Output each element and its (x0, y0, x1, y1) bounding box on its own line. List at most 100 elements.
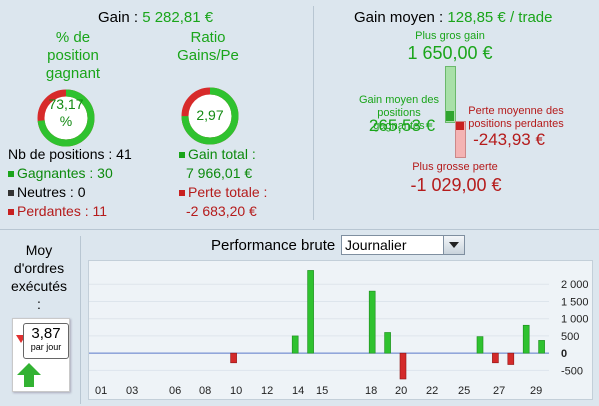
winning-count: Gagnantes : 30 (8, 164, 132, 183)
pct-winning-value: 73,17 % (35, 96, 97, 130)
avg-orders-title: Moy d'ordres exécutés : (2, 241, 76, 313)
y-tick-label: 2 000 (561, 279, 589, 291)
avg-loss-positions-value: -243,93 € (473, 130, 545, 149)
chart-bar (538, 340, 545, 354)
ratio-title-line2: Gains/Pe (177, 47, 239, 64)
max-loss-label: Plus grosse perte (412, 161, 498, 173)
orders-title-line3: exécutés (10, 278, 68, 294)
avg-win-positions-value: 265,53 € (368, 116, 436, 135)
orders-title-line4: : (37, 296, 41, 312)
section-separator (0, 229, 599, 230)
orders-card: 3,87 par jour (12, 318, 70, 392)
chart-bar (384, 332, 391, 354)
perte-totale-label: Perte totale : (179, 183, 267, 202)
y-tick-label: -500 (561, 365, 583, 377)
green-square-icon (179, 152, 185, 159)
chart-bar (522, 324, 530, 354)
bottom-separator (80, 236, 81, 404)
avg-loss-line2: positions perdantes (468, 118, 564, 130)
x-tick-label: 27 (493, 385, 505, 397)
avg-win-positions-label: Gain moyen des positions gagnantes (356, 94, 442, 133)
avg-loss-positions-label: Perte moyenne des positions perdantes (466, 105, 566, 131)
y-tick-label: 1 000 (561, 314, 589, 326)
gain-total-label-text: Gain total : (188, 146, 256, 162)
chart-bar (476, 336, 484, 354)
max-gain-value: 1 650,00 € (407, 43, 493, 63)
orders-unit: par jour (30, 342, 62, 352)
chart-bar (368, 290, 376, 354)
avg-loss-marker (456, 122, 464, 130)
nb-positions: Nb de positions : 41 (8, 146, 132, 162)
x-tick-label: 20 (395, 385, 407, 397)
neutral-count-text: Neutres : 0 (17, 184, 86, 200)
x-tick-label: 08 (199, 385, 211, 397)
y-tick-label: 500 (561, 331, 579, 343)
gain-summary: Gain : 5 282,81 € (98, 9, 213, 26)
positions-stats: Nb de positions : 41 Gagnantes : 30 Neut… (8, 145, 132, 221)
gain-total-label: Gain total : (179, 145, 267, 164)
avg-gain-label: Gain moyen : (354, 9, 444, 26)
x-tick-label: 29 (530, 385, 542, 397)
gain-value: 5 282,81 € (142, 9, 214, 26)
x-tick-label: 25 (458, 385, 470, 397)
avg-loss-line1: Perte moyenne des (468, 105, 564, 117)
gain-label: Gain : (98, 9, 139, 26)
orders-value: 3,87 (31, 325, 61, 342)
ratio-ring-win (181, 87, 239, 145)
max-gain-label: Plus gros gain (415, 30, 485, 42)
orders-title-line1: Moy (25, 242, 53, 258)
chart-bar (399, 352, 407, 380)
chart-bar (230, 352, 237, 364)
perte-totale-value: -2 683,20 € (186, 203, 257, 219)
x-tick-label: 18 (365, 385, 377, 397)
dropdown-arrow-icon[interactable] (443, 236, 464, 254)
y-tick-label: 0 (561, 348, 567, 360)
chart-panel: 01 03 06 08 10 12 14 15 18 20 22 25 27 29 2 000 1 500 1… (88, 260, 593, 400)
black-square-icon (8, 190, 14, 197)
x-tick-label: 15 (316, 385, 328, 397)
winning-count-text: Gagnantes : 30 (17, 165, 113, 181)
pct-ring-win (37, 89, 95, 147)
pct-title-line2: position (47, 47, 99, 64)
ratio-title-line1: Ratio (190, 29, 226, 46)
chart-bar (291, 335, 299, 354)
performance-chart: 01 03 06 08 10 12 14 15 18 20 22 25 27 29 2 000 1 500 1… (89, 270, 589, 397)
losing-count-text: Perdantes : 11 (17, 203, 108, 219)
green-up-arrow-icon (17, 363, 41, 387)
y-tick-label: 1 500 (561, 296, 589, 308)
ratio-title: Ratio Gains/Pe (175, 29, 241, 65)
neutral-count: Neutres : 0 (8, 183, 132, 202)
chart-bar (507, 352, 515, 365)
perte-totale-label-text: Perte totale : (188, 184, 268, 200)
orders-bubble: 3,87 par jour (23, 323, 69, 359)
avg-win-line1: Gain moyen des (358, 94, 440, 106)
x-tick-label: 06 (169, 385, 181, 397)
pct-value-number: 73,17 (48, 96, 84, 112)
pct-title-line1: % de (55, 29, 91, 46)
orders-title-line2: d'ordres (13, 260, 65, 276)
top-separator (313, 6, 314, 220)
x-tick-label: 01 (95, 385, 107, 397)
pct-title-line3: gagnant (45, 65, 101, 82)
gain-total-value: 7 966,01 € (186, 165, 253, 181)
gain-range-bar (445, 66, 456, 123)
chart-bar (492, 352, 499, 364)
loss-range-bar (455, 121, 466, 158)
ratio-ring (181, 87, 239, 145)
pct-value-unit: % (59, 113, 73, 129)
red-square-icon (179, 190, 185, 197)
performance-label: Performance brute (211, 237, 336, 254)
red-square-icon (8, 209, 14, 216)
avg-gain-value: 128,85 € / trade (447, 9, 553, 26)
x-tick-label: 22 (426, 385, 438, 397)
x-tick-label: 14 (292, 385, 304, 397)
x-tick-label: 03 (126, 385, 138, 397)
x-tick-label: 10 (230, 385, 242, 397)
pct-winning-ring (37, 89, 95, 147)
green-square-icon (8, 171, 14, 178)
period-select[interactable]: Journalier (341, 235, 465, 255)
totals: Gain total : 7 966,01 € Perte totale : -… (179, 145, 267, 221)
pct-winning-title: % de position gagnant (28, 29, 118, 83)
ratio-value: 2,97 (196, 107, 224, 123)
chart-bar (307, 270, 314, 354)
